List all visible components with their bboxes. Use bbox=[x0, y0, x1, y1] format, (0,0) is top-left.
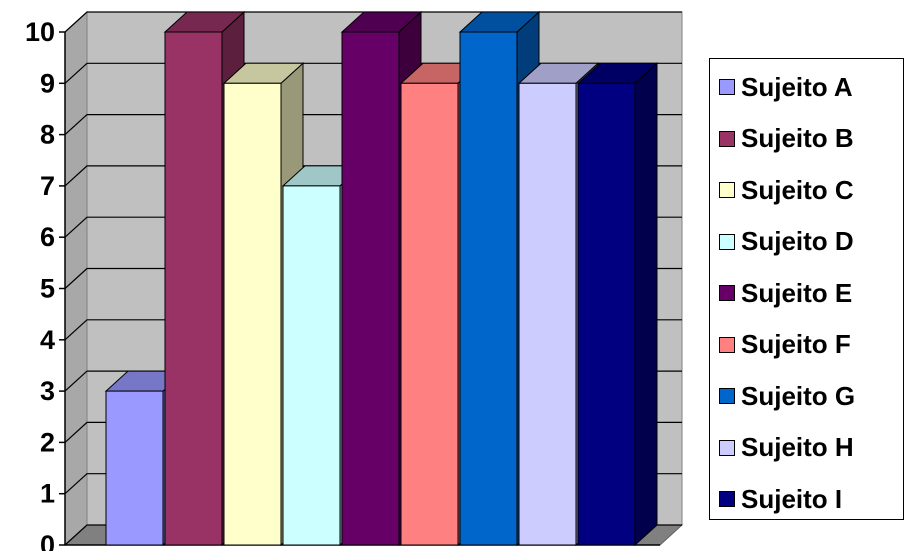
bar-front bbox=[577, 82, 636, 546]
legend-swatch bbox=[719, 182, 735, 198]
bar-front bbox=[459, 31, 518, 546]
legend-swatch bbox=[719, 491, 735, 507]
legend-swatch bbox=[719, 285, 735, 301]
legend-swatch bbox=[719, 336, 735, 353]
bar-side bbox=[634, 62, 658, 547]
legend-label: Sujeito G bbox=[741, 380, 856, 411]
bar-front bbox=[223, 82, 282, 546]
legend-label: Sujeito H bbox=[741, 432, 854, 462]
legend-swatch bbox=[719, 233, 735, 250]
legend-item: Sujeito G bbox=[719, 381, 855, 411]
legend-item: Sujeito I bbox=[719, 484, 842, 514]
y-tick-label: 7 bbox=[40, 171, 55, 201]
legend-swatch bbox=[719, 388, 735, 404]
bar-front bbox=[282, 185, 341, 546]
y-tick-label: 5 bbox=[40, 274, 55, 304]
y-tick-label: 10 bbox=[25, 17, 55, 47]
legend-label: Sujeito F bbox=[741, 329, 851, 359]
y-tick-label: 2 bbox=[40, 427, 55, 457]
bar-sujeito-i bbox=[576, 62, 659, 547]
y-axis-ticks: 0 1 2 3 4 5 6 7 8 9 10 bbox=[25, 17, 660, 551]
legend-swatch bbox=[719, 130, 735, 147]
legend-label: Sujeito E bbox=[741, 277, 853, 308]
legend-item: Sujeito A bbox=[719, 72, 853, 102]
y-tick-label: 6 bbox=[40, 222, 55, 252]
y-tick-label: 0 bbox=[40, 530, 55, 551]
y-tick-label: 8 bbox=[40, 120, 55, 150]
legend-item: Sujeito F bbox=[719, 329, 851, 360]
legend-item: Sujeito E bbox=[719, 278, 852, 308]
legend-swatch bbox=[719, 79, 735, 95]
legend-label: Sujeito I bbox=[741, 483, 843, 514]
y-tick-label: 9 bbox=[40, 68, 55, 98]
legend-label: Sujeito B bbox=[741, 123, 854, 153]
bars bbox=[104, 10, 659, 547]
legend-item: Sujeito H bbox=[719, 432, 854, 463]
bar-front bbox=[341, 31, 400, 546]
legend-item: Sujeito D bbox=[719, 226, 854, 257]
y-tick-label: 3 bbox=[40, 376, 55, 406]
bar-front bbox=[400, 82, 459, 546]
legend: Sujeito A Sujeito B Sujeito C Sujeito D Suje… bbox=[709, 58, 904, 520]
legend-label: Sujeito D bbox=[741, 226, 854, 256]
y-tick-label: 1 bbox=[40, 479, 55, 509]
legend-label: Sujeito C bbox=[741, 174, 854, 205]
legend-label: Sujeito A bbox=[741, 71, 853, 102]
bar-front bbox=[518, 82, 577, 546]
legend-item: Sujeito B bbox=[719, 123, 854, 154]
bar-front bbox=[105, 390, 164, 546]
bar-front bbox=[164, 31, 223, 546]
legend-swatch bbox=[719, 439, 735, 456]
y-tick-label: 4 bbox=[40, 325, 55, 355]
legend-item: Sujeito C bbox=[719, 175, 854, 205]
